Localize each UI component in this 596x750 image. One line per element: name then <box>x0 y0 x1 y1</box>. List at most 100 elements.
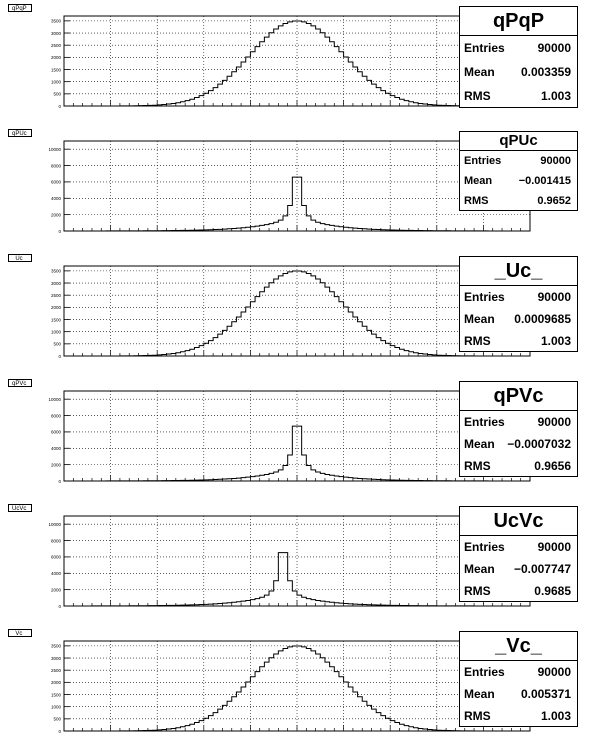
stats-label: Mean <box>464 687 495 701</box>
stats-value: −0.007747 <box>513 562 571 576</box>
histogram-pad: qPqP 0 500 1000 1500 2000 2500 3000 3500 qPqP Entr… <box>0 0 596 125</box>
histogram-line <box>63 425 531 482</box>
stats-value: 90000 <box>537 665 571 679</box>
y-tick-label: 500 <box>53 717 61 722</box>
stats-label: Entries <box>464 665 505 679</box>
stats-row: Mean −0.007747 <box>460 558 577 580</box>
stats-value: −0.0007032 <box>507 437 571 451</box>
stats-row: Mean −0.001415 <box>460 171 577 191</box>
stats-label: Entries <box>464 155 502 167</box>
y-tick-label: 0 <box>58 479 61 484</box>
y-tick-label: 8000 <box>51 413 62 418</box>
stats-value: 90000 <box>537 540 571 554</box>
stats-row: RMS 1.003 <box>460 84 577 108</box>
y-tick-label: 3000 <box>51 656 62 661</box>
stats-label: Mean <box>464 65 495 79</box>
y-tick-label: 6000 <box>51 180 62 185</box>
histogram-plot: 0 2000 4000 6000 8000 10000 <box>48 140 531 234</box>
stats-value: 1.003 <box>540 709 571 723</box>
y-tick-label: 4000 <box>51 571 62 576</box>
histogram-pad: qPVc 0 2000 4000 6000 8000 10000 qPVc Entries 900… <box>0 375 596 500</box>
stats-row: Mean 0.005371 <box>460 683 577 705</box>
stats-title: _Uc_ <box>460 257 577 286</box>
histogram-pad: _Vc_ 0 500 1000 1500 2000 2500 3000 3500 _Vc_ Entr… <box>0 625 596 750</box>
y-tick-label: 8000 <box>51 538 62 543</box>
stats-label: RMS <box>464 459 491 473</box>
y-tick-label: 1000 <box>51 329 62 334</box>
y-tick-label: 1500 <box>51 67 62 72</box>
y-tick-label: 1500 <box>51 317 62 322</box>
stats-label: Mean <box>464 562 495 576</box>
stats-value: −0.001415 <box>518 175 571 187</box>
y-tick-label: 1000 <box>51 79 62 84</box>
y-tick-label: 3500 <box>51 19 62 24</box>
stats-row: Mean 0.003359 <box>460 60 577 84</box>
y-tick-label: 2000 <box>51 55 62 60</box>
stats-label: Mean <box>464 437 495 451</box>
stats-row: Entries 90000 <box>460 151 577 171</box>
stats-box: qPUc Entries 90000 Mean −0.001415 RMS 0.9652 <box>459 131 578 211</box>
y-tick-label: 500 <box>53 92 61 97</box>
y-tick-label: 2000 <box>51 680 62 685</box>
pad-title-tag: qPqP <box>8 4 32 12</box>
stats-label: RMS <box>464 334 491 348</box>
y-tick-label: 0 <box>58 104 61 109</box>
stats-label: Mean <box>464 312 495 326</box>
stats-title: UcVc <box>460 507 577 536</box>
stats-row: RMS 1.003 <box>460 705 577 727</box>
y-tick-label: 0 <box>58 229 61 234</box>
y-tick-label: 3000 <box>51 281 62 286</box>
histogram-plot: 0 2000 4000 6000 8000 10000 <box>48 515 531 609</box>
stats-box: qPVc Entries 90000 Mean −0.0007032 RMS 0.9656 <box>459 381 578 477</box>
stats-row: Entries 90000 <box>460 661 577 683</box>
stats-value: 90000 <box>537 415 571 429</box>
histogram-line <box>64 20 530 107</box>
stats-title: qPqP <box>460 7 577 36</box>
y-tick-label: 10000 <box>48 522 61 527</box>
y-tick-label: 3500 <box>51 269 62 274</box>
y-tick-label: 0 <box>58 354 61 359</box>
y-tick-label: 2500 <box>51 668 62 673</box>
stats-row: RMS 0.9656 <box>460 455 577 477</box>
y-tick-label: 3000 <box>51 31 62 36</box>
y-tick-label: 3500 <box>51 644 62 649</box>
stats-row: Mean −0.0007032 <box>460 433 577 455</box>
stats-row: Entries 90000 <box>460 536 577 558</box>
y-tick-label: 2500 <box>51 43 62 48</box>
histogram-pad: _Uc_ 0 500 1000 1500 2000 2500 3000 3500 _Uc_ Entr… <box>0 250 596 375</box>
stats-box: _Vc_ Entries 90000 Mean 0.005371 RMS 1.003 <box>459 631 578 727</box>
stats-value: 0.0009685 <box>514 312 571 326</box>
stats-value: 0.9652 <box>537 195 571 207</box>
y-tick-label: 2000 <box>51 462 62 467</box>
stats-value: 90000 <box>540 155 571 167</box>
stats-label: RMS <box>464 709 491 723</box>
stats-title: qPVc <box>460 382 577 411</box>
stats-value: 90000 <box>537 41 571 55</box>
stats-value: 0.9656 <box>534 459 571 473</box>
stats-title: qPUc <box>460 132 577 151</box>
stats-value: 0.9685 <box>534 584 571 598</box>
pad-title-tag: qPVc <box>8 379 32 387</box>
pad-title-tag: qPUc <box>8 129 32 137</box>
histogram-line <box>64 645 530 732</box>
y-tick-label: 4000 <box>51 196 62 201</box>
stats-value: 90000 <box>537 290 571 304</box>
stats-box: qPqP Entries 90000 Mean 0.003359 RMS 1.003 <box>459 6 578 108</box>
stats-row: Entries 90000 <box>460 36 577 60</box>
stats-label: Entries <box>464 41 505 55</box>
histogram-pad: qPUc 0 2000 4000 6000 8000 10000 qPUc Entries 900… <box>0 125 596 250</box>
y-tick-label: 10000 <box>48 147 61 152</box>
stats-label: Entries <box>464 540 505 554</box>
stats-label: RMS <box>464 89 491 103</box>
stats-box: UcVc Entries 90000 Mean −0.007747 RMS 0.9685 <box>459 506 578 602</box>
stats-row: RMS 1.003 <box>460 330 577 352</box>
stats-row: Entries 90000 <box>460 286 577 308</box>
stats-value: 0.005371 <box>520 687 571 701</box>
stats-value: 0.003359 <box>520 65 571 79</box>
histogram-line <box>64 270 530 357</box>
y-tick-label: 10000 <box>48 397 61 402</box>
histogram-line <box>63 176 531 232</box>
stats-label: RMS <box>464 584 491 598</box>
stats-row: RMS 0.9652 <box>460 191 577 211</box>
stats-title: _Vc_ <box>460 632 577 661</box>
